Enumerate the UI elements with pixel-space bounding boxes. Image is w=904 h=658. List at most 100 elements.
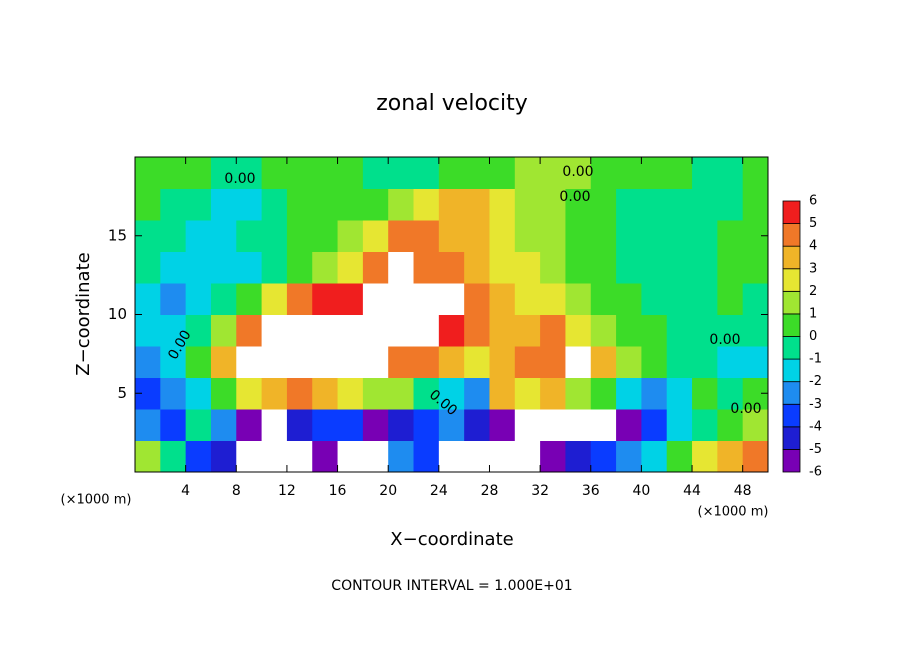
heatmap-cell [565, 440, 592, 473]
heatmap-cell [413, 157, 440, 189]
heatmap-cell [692, 220, 718, 252]
heatmap-cell [692, 251, 718, 284]
heatmap-cell [692, 409, 718, 441]
heatmap-cell [413, 440, 440, 473]
heatmap-cell [185, 409, 212, 441]
heatmap-cell [312, 314, 339, 347]
heatmap-cell [286, 251, 313, 284]
heatmap-cell [286, 188, 313, 221]
colorbar-label: -4 [809, 419, 822, 434]
heatmap-cell [616, 283, 642, 315]
heatmap-cell [489, 251, 516, 284]
heatmap-cell [160, 283, 187, 315]
heatmap-cell [666, 188, 693, 221]
heatmap-cell [337, 314, 364, 347]
heatmap-cell [261, 314, 288, 347]
heatmap-cell [616, 251, 642, 284]
heatmap-cell [388, 220, 415, 252]
heatmap-cell [666, 283, 693, 315]
contour-label: 0.00 [730, 401, 761, 417]
colorbar-label: 5 [809, 216, 817, 231]
heatmap-cell [261, 283, 288, 315]
heatmap-cell [514, 346, 541, 378]
heatmap-cell [590, 220, 617, 252]
heatmap-cell [666, 157, 693, 189]
heatmap-cell [616, 440, 642, 473]
colorbar-swatch [782, 336, 801, 360]
heatmap-cell [337, 251, 364, 284]
heatmap-cell [210, 157, 237, 189]
heatmap-cell [210, 346, 237, 378]
colorbar-label: 6 [809, 194, 817, 209]
heatmap-cell [742, 409, 769, 441]
heatmap-cell [666, 377, 693, 410]
heatmap-cell [388, 314, 415, 347]
heatmap-cell [641, 377, 668, 410]
heatmap-cell [286, 283, 313, 315]
heatmap-cell [185, 377, 212, 410]
heatmap-cell [413, 283, 440, 315]
heatmap-cell [312, 157, 339, 189]
heatmap-cell [438, 251, 465, 284]
heatmap-cell [388, 283, 415, 315]
heatmap-cell [236, 283, 263, 315]
heatmap-cell [337, 220, 364, 252]
heatmap-cell [210, 314, 237, 347]
heatmap-cell [286, 440, 313, 473]
heatmap-cell [362, 346, 389, 378]
heatmap-cell [717, 283, 744, 315]
heatmap-cell [717, 220, 744, 252]
heatmap-cell [160, 346, 187, 378]
heatmap-cell [236, 409, 263, 441]
heatmap-cell [540, 283, 566, 315]
contour-label: 0.00 [559, 189, 590, 205]
heatmap-cell [312, 409, 339, 441]
heatmap-cell [286, 409, 313, 441]
heatmap-cell [388, 188, 415, 221]
heatmap-cell [261, 440, 288, 473]
heatmap-cell [236, 157, 263, 189]
heatmap-cell [185, 157, 212, 189]
colorbar-swatch [782, 200, 801, 224]
heatmap-cell [135, 157, 161, 189]
heatmap-cell [514, 283, 541, 315]
heatmap-cell [438, 346, 465, 378]
heatmap-cell [514, 409, 541, 441]
x-tick-label: 32 [531, 483, 549, 499]
heatmap-cell [692, 377, 718, 410]
heatmap-cell [413, 377, 440, 410]
heatmap-cell [160, 440, 187, 473]
heatmap-cell [362, 283, 389, 315]
heatmap-cell [717, 440, 744, 473]
heatmap-cell [540, 157, 566, 189]
heatmap-cell [464, 220, 490, 252]
colorbar-label: -2 [809, 374, 822, 389]
heatmap-cell [590, 251, 617, 284]
heatmap-cell [742, 314, 769, 347]
heatmap-cell [135, 440, 161, 473]
heatmap-cell [185, 314, 212, 347]
heatmap-cell [464, 346, 490, 378]
heatmap-cell [413, 188, 440, 221]
heatmap-cell [286, 220, 313, 252]
x-tick-label: 12 [278, 483, 296, 499]
heatmap-cell [464, 440, 490, 473]
heatmap-cell [413, 409, 440, 441]
colorbar-swatch [782, 290, 801, 315]
heatmap-cell [540, 251, 566, 284]
heatmap-cell [514, 157, 541, 189]
heatmap-cell [540, 314, 566, 347]
heatmap-cell [135, 314, 161, 347]
heatmap-cell [337, 283, 364, 315]
y-tick-label: 15 [108, 226, 127, 244]
heatmap-cell [514, 377, 541, 410]
heatmap-cell [514, 314, 541, 347]
heatmap-cell [312, 188, 339, 221]
heatmap-cell [185, 220, 212, 252]
contour-label: 0.00 [224, 171, 255, 187]
heatmap-cell [464, 409, 490, 441]
heatmap-cell [489, 409, 516, 441]
heatmap-cell [210, 377, 237, 410]
heatmap-cell [616, 220, 642, 252]
heatmap-cell [160, 188, 187, 221]
